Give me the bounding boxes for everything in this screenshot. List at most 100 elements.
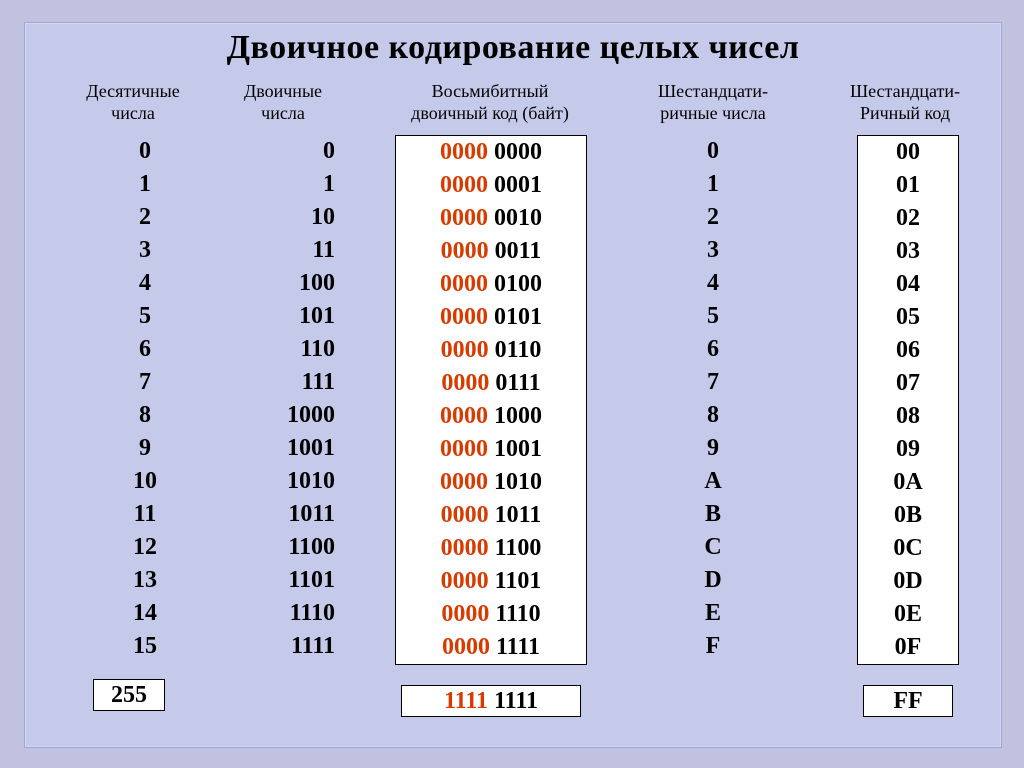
table-cell-decimal: 11 <box>105 498 185 531</box>
table-cell-byte: 0000 0111 <box>402 367 580 400</box>
table-cell-decimal: 0 <box>105 135 185 168</box>
table-cell-binary: 1101 <box>215 564 335 597</box>
table-cell-decimal: 12 <box>105 531 185 564</box>
table-cell-binary: 1 <box>215 168 335 201</box>
table-cell-hexnum: 3 <box>673 234 753 267</box>
table-cell-hexcode: 09 <box>864 433 952 466</box>
table-cell-byte: 0000 1111 <box>402 631 580 664</box>
table-cell-byte: 0000 1101 <box>402 565 580 598</box>
table-cell-hexnum: F <box>673 630 753 663</box>
page-title: Двоичное кодирование целых чисел <box>25 29 1001 67</box>
table-cell-byte: 0000 0011 <box>402 235 580 268</box>
table-cell-decimal: 4 <box>105 267 185 300</box>
table-cell-binary: 100 <box>215 267 335 300</box>
table-cell-hexnum: 1 <box>673 168 753 201</box>
column-hexnum: 0123456789ABCDEF <box>673 135 753 663</box>
table-cell-byte: 0000 1011 <box>402 499 580 532</box>
column-decimal: 0123456789101112131415 <box>105 135 185 663</box>
table-cell-decimal: 6 <box>105 333 185 366</box>
header-binary: Двоичныечисла <box>213 81 353 124</box>
table-cell-byte: 0000 0101 <box>402 301 580 334</box>
header-byte: Восьмибитныйдвоичный код (байт) <box>385 81 595 124</box>
table-cell-decimal: 15 <box>105 630 185 663</box>
header-decimal: Десятичныечисла <box>63 81 203 124</box>
table-cell-binary: 10 <box>215 201 335 234</box>
table-cell-binary: 11 <box>215 234 335 267</box>
column-byte: 0000 00000000 00010000 00100000 00110000… <box>395 135 585 665</box>
table-cell-binary: 1001 <box>215 432 335 465</box>
table-cell-hexnum: 5 <box>673 300 753 333</box>
table-cell-byte: 0000 1000 <box>402 400 580 433</box>
table-cell-hexnum: D <box>673 564 753 597</box>
header-hexnum: Шестандцати-ричные числа <box>633 81 793 124</box>
footer-decimal-box: 255 <box>93 679 165 711</box>
table-cell-decimal: 14 <box>105 597 185 630</box>
table-cell-hexcode: 0A <box>864 466 952 499</box>
table-cell-byte: 0000 0000 <box>402 136 580 169</box>
table-cell-hexcode: 0F <box>864 631 952 664</box>
table-cell-hexnum: 8 <box>673 399 753 432</box>
table-cell-binary: 0 <box>215 135 335 168</box>
table-cell-decimal: 8 <box>105 399 185 432</box>
table-cell-hexcode: 08 <box>864 400 952 433</box>
table-cell-hexcode: 0D <box>864 565 952 598</box>
table-cell-hexnum: 2 <box>673 201 753 234</box>
table-cell-byte: 0000 0010 <box>402 202 580 235</box>
table-cell-decimal: 2 <box>105 201 185 234</box>
table-cell-byte: 0000 0110 <box>402 334 580 367</box>
table-cell-decimal: 10 <box>105 465 185 498</box>
table-cell-byte: 0000 0100 <box>402 268 580 301</box>
table-cell-hexcode: 02 <box>864 202 952 235</box>
table-cell-hexnum: 4 <box>673 267 753 300</box>
table-cell-decimal: 13 <box>105 564 185 597</box>
table-cell-hexcode: 0E <box>864 598 952 631</box>
table-cell-decimal: 5 <box>105 300 185 333</box>
byte-box: 0000 00000000 00010000 00100000 00110000… <box>395 135 587 665</box>
table-cell-byte: 0000 1100 <box>402 532 580 565</box>
footer-byte-low: 1111 <box>494 688 538 714</box>
table-cell-hexnum: A <box>673 465 753 498</box>
table-cell-hexcode: 03 <box>864 235 952 268</box>
table-cell-byte: 0000 1010 <box>402 466 580 499</box>
table-cell-hexnum: 6 <box>673 333 753 366</box>
table-cell-binary: 110 <box>215 333 335 366</box>
table-cell-hexnum: 7 <box>673 366 753 399</box>
table-cell-decimal: 3 <box>105 234 185 267</box>
table-cell-binary: 111 <box>215 366 335 399</box>
column-binary: 0110111001011101111000100110101011110011… <box>215 135 335 663</box>
table-cell-binary: 1110 <box>215 597 335 630</box>
header-hexcode: Шестандцати-Ричный код <box>825 81 985 124</box>
table-cell-binary: 1100 <box>215 531 335 564</box>
panel: Двоичное кодирование целых чисел Десятич… <box>24 22 1002 748</box>
table-cell-hexnum: B <box>673 498 753 531</box>
table-cell-hexnum: 9 <box>673 432 753 465</box>
footer-hexcode-box: FF <box>863 685 953 717</box>
footer-byte-box: 1111 1111 <box>401 685 581 717</box>
table-cell-hexcode: 0B <box>864 499 952 532</box>
table-cell-decimal: 1 <box>105 168 185 201</box>
table-cell-hexcode: 01 <box>864 169 952 202</box>
table-body: 0123456789101112131415 01101110010111011… <box>25 135 1001 747</box>
hexcode-box: 000102030405060708090A0B0C0D0E0F <box>857 135 959 665</box>
table-cell-byte: 0000 0001 <box>402 169 580 202</box>
table-cell-hexcode: 0C <box>864 532 952 565</box>
table-cell-decimal: 7 <box>105 366 185 399</box>
table-cell-hexcode: 07 <box>864 367 952 400</box>
table-cell-byte: 0000 1001 <box>402 433 580 466</box>
table-cell-hexcode: 06 <box>864 334 952 367</box>
table-cell-binary: 1111 <box>215 630 335 663</box>
footer-byte-high: 1111 <box>444 688 488 714</box>
table-cell-hexnum: C <box>673 531 753 564</box>
column-hexcode: 000102030405060708090A0B0C0D0E0F <box>857 135 957 665</box>
table-cell-binary: 1010 <box>215 465 335 498</box>
table-cell-hexnum: 0 <box>673 135 753 168</box>
table-cell-binary: 1000 <box>215 399 335 432</box>
table-cell-binary: 1011 <box>215 498 335 531</box>
table-cell-decimal: 9 <box>105 432 185 465</box>
table-cell-byte: 0000 1110 <box>402 598 580 631</box>
table-cell-hexcode: 05 <box>864 301 952 334</box>
table-cell-binary: 101 <box>215 300 335 333</box>
table-cell-hexcode: 00 <box>864 136 952 169</box>
table-cell-hexcode: 04 <box>864 268 952 301</box>
table-cell-hexnum: E <box>673 597 753 630</box>
